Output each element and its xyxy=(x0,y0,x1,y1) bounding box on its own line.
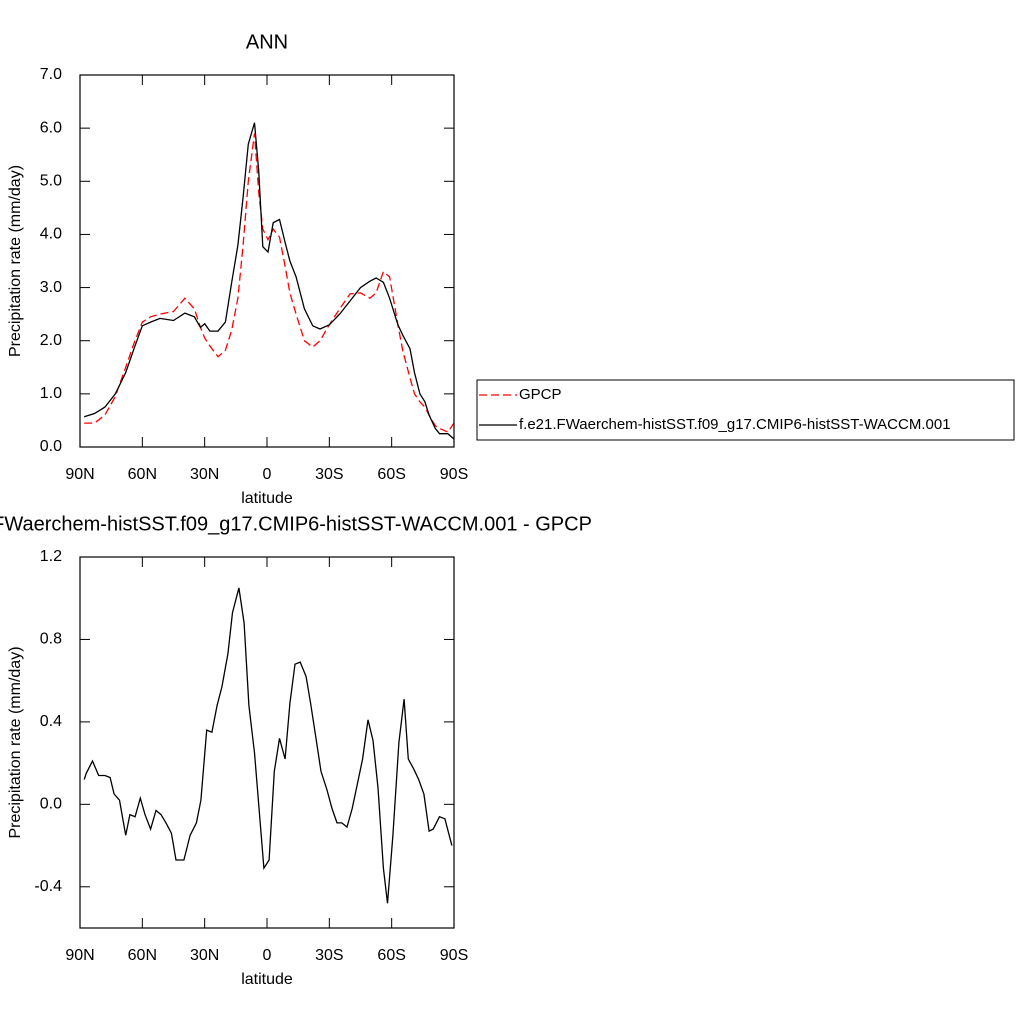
y-tick-label: 4.0 xyxy=(40,226,62,243)
x-tick-label: 60N xyxy=(128,947,157,964)
y-tick-label: 0.0 xyxy=(40,796,62,813)
x-tick-label: 90N xyxy=(65,947,94,964)
y-tick-label: 7.0 xyxy=(40,66,62,83)
legend-label: GPCP xyxy=(519,386,562,403)
y-tick-label: 5.0 xyxy=(40,173,62,190)
plot-frame xyxy=(79,556,455,929)
x-tick-label: 30S xyxy=(315,466,343,483)
data-line xyxy=(84,133,455,433)
y-tick-label: 2.0 xyxy=(40,332,62,349)
y-tick-label: 6.0 xyxy=(40,119,62,136)
legend-label: f.e21.FWaerchem-histSST.f09_g17.CMIP6-hi… xyxy=(519,416,951,433)
x-tick-label: 60S xyxy=(377,466,405,483)
x-axis-label: latitude xyxy=(241,490,293,507)
data-line xyxy=(83,587,453,904)
y-tick-label: 0.0 xyxy=(40,438,62,455)
x-tick-label: 30N xyxy=(190,947,219,964)
legend: GPCP f.e21.FWaerchem-histSST.f09_g17.CMIP… xyxy=(476,379,1015,441)
legend-frame xyxy=(476,379,1015,441)
y-tick-label: 3.0 xyxy=(40,279,62,296)
x-tick-label: 60N xyxy=(128,466,157,483)
y-tick-label: 1.0 xyxy=(40,385,62,402)
chart-title: f.e21.FWaerchem-histSST.f09_g17.CMIP6-hi… xyxy=(0,513,592,535)
panel: f.e21.FWaerchem-histSST.f09_g17.CMIP6-hi… xyxy=(0,513,592,988)
x-axis-label: latitude xyxy=(241,971,293,988)
x-tick-label: 30N xyxy=(190,466,219,483)
data-line xyxy=(84,122,455,440)
panel: ANN latitude Precipitation rate (mm/day) 90… xyxy=(7,31,1015,507)
y-axis-label: Precipitation rate (mm/day) xyxy=(7,165,24,357)
y-tick-label: 0.4 xyxy=(40,713,62,730)
x-tick-label: 30S xyxy=(315,947,343,964)
y-tick-label: 1.2 xyxy=(40,548,62,565)
y-axis-label: Precipitation rate (mm/day) xyxy=(7,646,24,838)
x-tick-label: 0 xyxy=(263,947,272,964)
x-tick-label: 90N xyxy=(65,466,94,483)
chart-title: ANN xyxy=(246,31,288,53)
x-tick-label: 90S xyxy=(440,466,468,483)
y-tick-label: 0.8 xyxy=(40,631,62,648)
y-tick-label: -0.4 xyxy=(34,878,62,895)
x-tick-label: 60S xyxy=(377,947,405,964)
x-tick-label: 0 xyxy=(263,466,272,483)
x-tick-label: 90S xyxy=(440,947,468,964)
plot-frame xyxy=(79,74,455,448)
